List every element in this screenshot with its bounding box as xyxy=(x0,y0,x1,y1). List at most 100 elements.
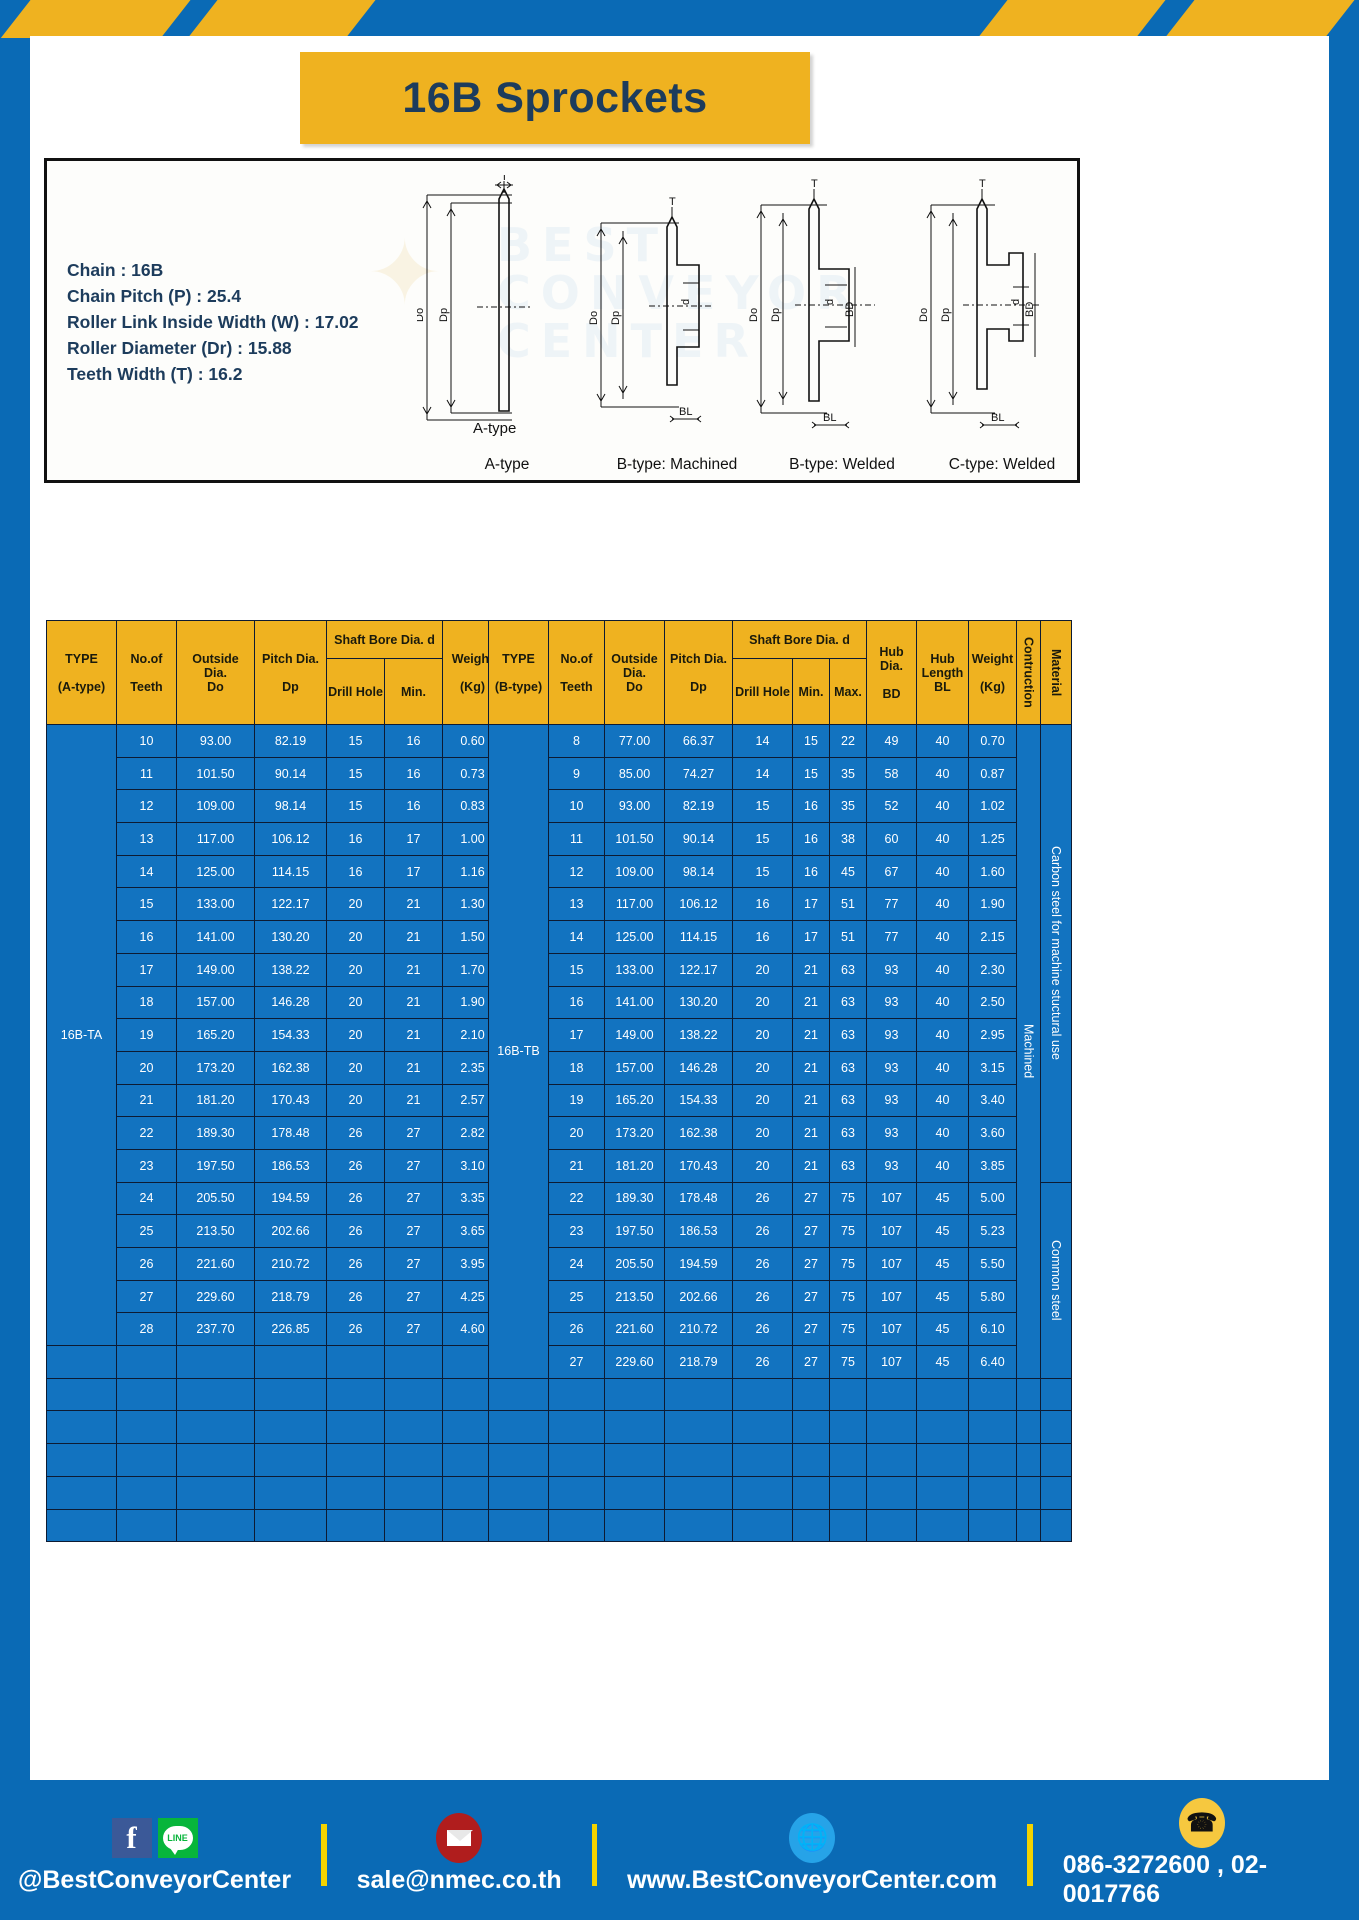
b-type-table: TYPE (B-type) No.of Teeth Outside Dia. D… xyxy=(488,620,1072,1543)
lt-cell-min: 27 xyxy=(384,1247,443,1281)
rt-cell-max: 75 xyxy=(829,1279,867,1314)
diagram-b-machined: Do Dp d T BL xyxy=(587,175,767,455)
table-row: 21 181.20 170.43 20 21 63 93 40 3.85 xyxy=(489,1148,1072,1183)
footer-social-label: @BestConveyorCenter xyxy=(18,1865,292,1894)
rt-cell-do: 197.50 xyxy=(604,1214,665,1248)
rt-cell-do: 149.00 xyxy=(604,1018,665,1052)
blank-cell xyxy=(916,1377,969,1412)
blank-cell xyxy=(732,1377,793,1412)
rt-cell-kg: 2.95 xyxy=(968,1018,1017,1052)
lt-cell-teeth: 14 xyxy=(116,854,177,889)
rt-cell-dp: 98.14 xyxy=(664,854,733,889)
lt-cell-dp: 178.48 xyxy=(254,1116,327,1150)
email-icon[interactable] xyxy=(436,1812,483,1863)
rt-cell-kg: 1.60 xyxy=(968,854,1017,889)
blank-cell xyxy=(488,1475,549,1510)
lt-cell-do: 165.20 xyxy=(176,1018,255,1052)
lt-cell-drill: 26 xyxy=(326,1312,385,1347)
svg-text:Dp: Dp xyxy=(438,308,450,322)
lt-cell-do: 141.00 xyxy=(176,920,255,954)
rt-cell-drill: 26 xyxy=(732,1214,793,1248)
blank-cell xyxy=(254,1475,327,1510)
blank-cell xyxy=(664,1377,733,1412)
rt-cell-max: 35 xyxy=(829,789,867,824)
lt-cell-do: 109.00 xyxy=(176,789,255,824)
table-row: 18 157.00 146.28 20 21 63 93 40 3.15 xyxy=(489,1050,1072,1085)
footer-phone[interactable]: ☎ 086-3272600 , 02-0017766 xyxy=(1045,1798,1359,1909)
rt-th-min: Min. xyxy=(792,658,830,725)
blank-cell xyxy=(116,1345,177,1379)
blank-cell xyxy=(1016,1508,1041,1543)
rt-cell-do: 109.00 xyxy=(604,854,665,889)
lt-cell-min: 27 xyxy=(384,1181,443,1216)
stripe-1 xyxy=(0,0,196,38)
footer-email[interactable]: sale@nmec.co.th xyxy=(339,1812,580,1895)
lt-cell-drill: 20 xyxy=(326,985,385,1020)
table-row xyxy=(46,1410,503,1445)
table-row: 16 141.00 130.20 20 21 1.50 xyxy=(47,920,503,954)
rt-cell-dp: 90.14 xyxy=(664,822,733,856)
phone-icon[interactable]: ☎ xyxy=(1178,1798,1225,1848)
blank-cell xyxy=(1016,1443,1041,1477)
rt-cell-do: 157.00 xyxy=(604,1050,665,1085)
blank-cell xyxy=(732,1443,793,1477)
lt-cell-teeth: 11 xyxy=(116,756,177,791)
blank-cell xyxy=(46,1508,117,1543)
rt-cell-bl: 45 xyxy=(916,1247,969,1281)
table-row xyxy=(46,1345,503,1379)
lt-cell-dp: 130.20 xyxy=(254,920,327,954)
spec-line-pitch: Chain Pitch (P) : 25.4 xyxy=(67,286,242,306)
rt-cell-teeth: 16 xyxy=(548,985,605,1020)
rt-cell-dp: 114.15 xyxy=(664,920,733,954)
rt-cell-max: 38 xyxy=(829,822,867,856)
rt-cell-min: 21 xyxy=(792,1018,830,1052)
rt-cell-drill: 14 xyxy=(732,756,793,791)
rt-cell-dp: 82.19 xyxy=(664,789,733,824)
blank-cell xyxy=(916,1475,969,1510)
rt-cell-bd: 93 xyxy=(866,1050,917,1085)
blank-cell xyxy=(326,1410,385,1445)
lt-cell-min: 16 xyxy=(384,789,443,824)
svg-text:BL: BL xyxy=(679,406,692,418)
footer-website[interactable]: 🌐 www.BestConveyorCenter.com xyxy=(609,1812,1015,1895)
rt-cell-kg: 5.80 xyxy=(968,1279,1017,1314)
page-title-banner: 16B Sprockets xyxy=(300,52,810,144)
blank-cell xyxy=(1040,1377,1072,1412)
rt-cell-dp: 170.43 xyxy=(664,1148,733,1183)
blank-cell xyxy=(176,1443,255,1477)
rt-cell-bl: 40 xyxy=(916,1050,969,1085)
blank-cell xyxy=(916,1443,969,1477)
lt-cell-do: 173.20 xyxy=(176,1050,255,1085)
table-row: 16B-TB 8 77.00 66.37 14 15 22 49 40 0.70 Machined C… xyxy=(488,724,1072,1379)
rt-cell-drill: 16 xyxy=(732,920,793,954)
rt-cell-kg: 1.25 xyxy=(968,822,1017,856)
svg-text:Do: Do xyxy=(918,308,930,322)
lt-cell-teeth: 25 xyxy=(116,1214,177,1248)
rt-th-max: Max. xyxy=(829,658,867,725)
rt-cell-teeth: 21 xyxy=(548,1148,605,1183)
rt-cell-drill: 15 xyxy=(732,854,793,889)
rt-cell-dp: 146.28 xyxy=(664,1050,733,1085)
rt-cell-min: 16 xyxy=(792,822,830,856)
blank-cell xyxy=(488,1410,549,1445)
globe-icon[interactable]: 🌐 xyxy=(789,1812,836,1863)
blank-cell xyxy=(866,1410,917,1445)
blank-cell xyxy=(664,1443,733,1477)
rt-cell-min: 21 xyxy=(792,952,830,987)
table-row xyxy=(46,1475,503,1510)
line-icon[interactable]: LINE xyxy=(157,1817,198,1858)
lt-cell-teeth: 21 xyxy=(116,1083,177,1118)
rt-cell-bd: 58 xyxy=(866,756,917,791)
rt-cell-bl: 40 xyxy=(916,756,969,791)
rt-cell-teeth: 15 xyxy=(548,952,605,987)
rt-cell-teeth: 20 xyxy=(548,1116,605,1150)
lt-cell-dp: 98.14 xyxy=(254,789,327,824)
footer-social[interactable]: f LINE @BestConveyorCenter xyxy=(0,1816,309,1895)
rt-cell-bd: 107 xyxy=(866,1247,917,1281)
blank-cell xyxy=(604,1377,665,1412)
blank-cell xyxy=(488,1443,549,1477)
lt-cell-drill: 26 xyxy=(326,1181,385,1216)
rt-cell-bl: 40 xyxy=(916,854,969,889)
facebook-icon[interactable]: f xyxy=(111,1817,152,1858)
blank-cell xyxy=(326,1377,385,1412)
